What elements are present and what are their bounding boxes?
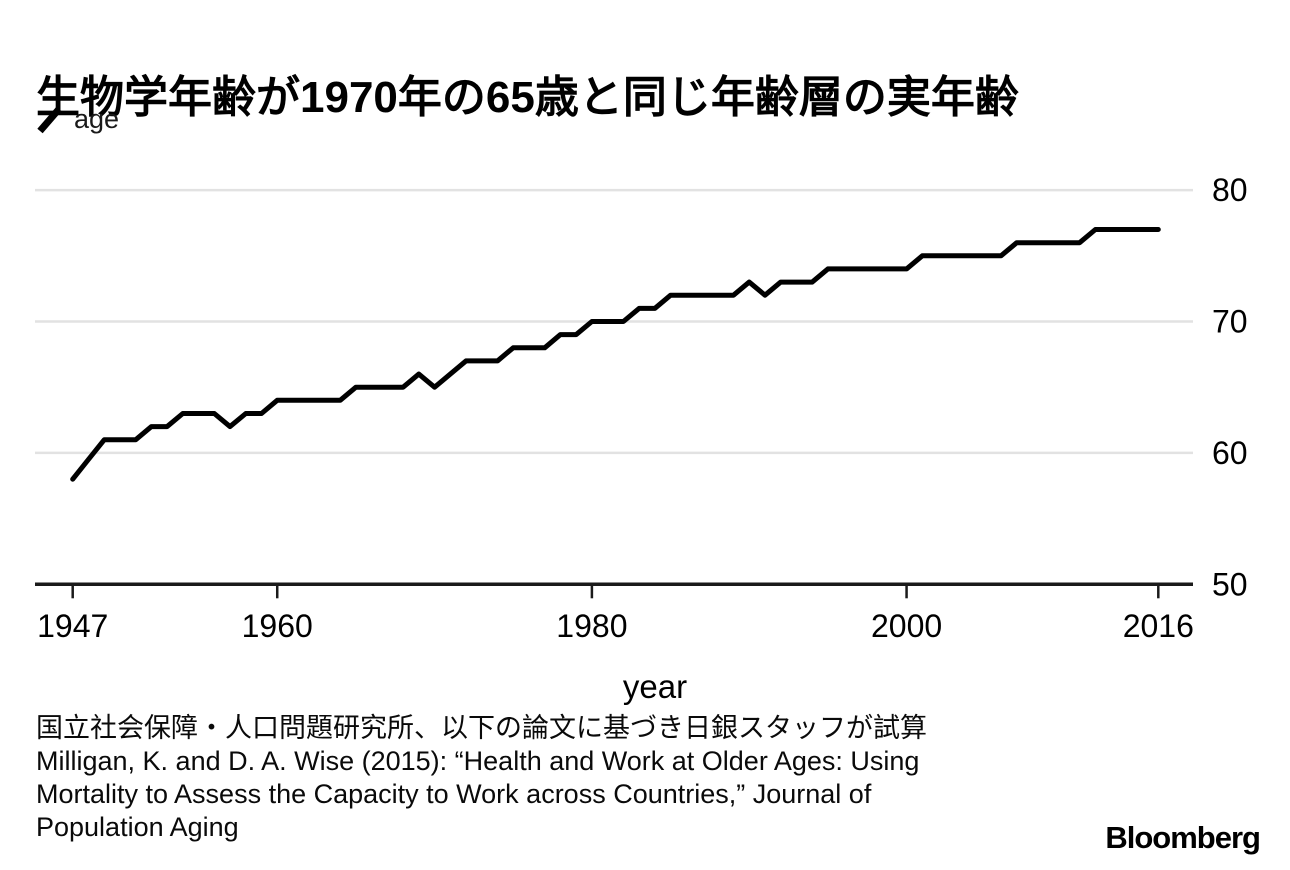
source-line: 国立社会保障・人口問題研究所、以下の論文に基づき日銀スタッフが試算 [36, 713, 927, 743]
chart-title: 生物学年齢が1970年の65歳と同じ年齢層の実年齢 [36, 73, 1019, 123]
source-line: Mortality to Assess the Capacity to Work… [36, 779, 872, 809]
source-line: Population Aging [36, 812, 239, 842]
x-axis-tick-label-1960: 1960 [242, 608, 313, 644]
y-axis-tick-label-80: 80 [1212, 172, 1248, 208]
legend-series-label: age [74, 104, 120, 134]
bloomberg-logo: Bloomberg [1105, 820, 1261, 855]
legend: age [36, 104, 119, 135]
y-axis-tick-label-70: 70 [1212, 304, 1248, 340]
source-line: Milligan, K. and D. A. Wise (2015): “Hea… [36, 746, 920, 776]
age-line-series [70, 227, 1161, 482]
y-axis-tick-label-60: 60 [1212, 435, 1248, 471]
y-axis-tick-label-50: 50 [1212, 566, 1248, 602]
x-axis-tick-label-1980: 1980 [556, 608, 627, 644]
line-series-icon [37, 106, 62, 133]
x-axis-tick-label-2000: 2000 [871, 608, 942, 644]
x-axis-tick-label-1947: 1947 [37, 608, 108, 644]
x-axis-title: year [623, 668, 687, 705]
source-note: 国立社会保障・人口問題研究所、以下の論文に基づき日銀スタッフが試算 Millig… [36, 712, 927, 844]
x-axis-tick-label-2016: 2016 [1123, 608, 1194, 644]
